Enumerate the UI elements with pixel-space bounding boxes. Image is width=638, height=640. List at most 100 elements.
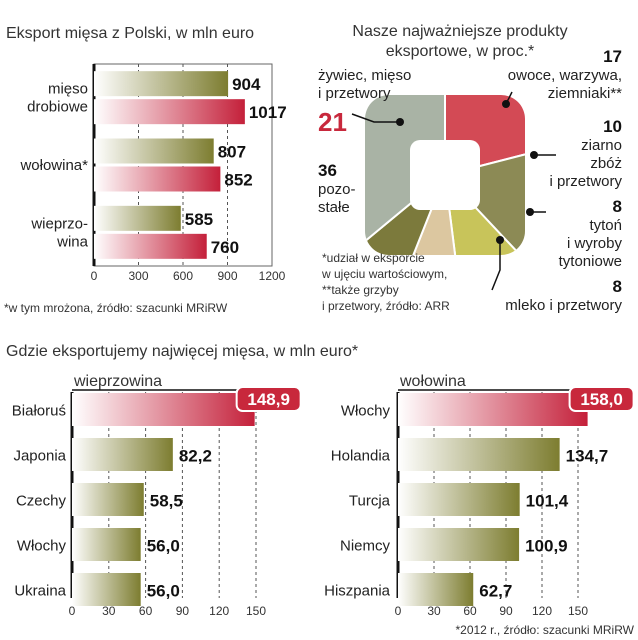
chart4-value-label: 101,4 [526, 492, 569, 511]
chart2-value-label: 8 [613, 197, 622, 216]
chart2-footnote: **także grzyby [322, 283, 399, 297]
chart1-bar [94, 99, 245, 125]
chart3-tick-label: 150 [246, 604, 266, 618]
chart2-slice-label: żywiec, mięso [318, 67, 411, 84]
chart1-category-label: drobiowe [27, 99, 88, 116]
chart4-bar [398, 393, 588, 426]
chart3-subtitle: wieprzowina [73, 373, 162, 390]
chart4-bar [398, 528, 520, 561]
chart1-value-label: 904 [232, 75, 261, 94]
chart4-category-label: Turcja [349, 493, 391, 510]
chart2-value-label: 36 [318, 161, 337, 180]
chart4-category-label: Niemcy [340, 538, 391, 555]
chart2-slice-label: pozo- [318, 181, 356, 198]
chart1-bar [94, 71, 229, 97]
chart4-tick-label: 90 [499, 604, 513, 618]
chart3-tick-label: 0 [69, 604, 76, 618]
chart4-tick-label: 30 [427, 604, 441, 618]
chart4-tick-label: 0 [395, 604, 402, 618]
chart3-value-label: 148,9 [247, 390, 290, 409]
chart1-tick-label: 300 [128, 269, 148, 283]
chart3-tick-label: 90 [176, 604, 190, 618]
chart1-title: Eksport mięsa z Polski, w mln euro [6, 25, 254, 42]
chart2-slice-label: mleko i przetwory [505, 297, 622, 314]
chart2-slice-label: i wyroby [567, 235, 623, 252]
chart2-slice-label: tytoń [589, 217, 622, 234]
chart2-slice-label: owoce, warzywa, [508, 67, 622, 84]
chart1-category-label: wołowina* [19, 157, 88, 174]
chart2-leader [491, 240, 501, 291]
chart2-value-label: 17 [603, 47, 622, 66]
chart2-leader-dot [530, 151, 538, 159]
chart2-slice-label: i przetwory [318, 85, 391, 102]
chart4-category-label: Holandia [331, 448, 391, 465]
chart1-bar [94, 205, 181, 231]
chart1-category-label: wina [56, 233, 89, 250]
chart3-value-label: 56,0 [147, 537, 180, 556]
chart4-footnote: *2012 r., źródło: szacunki MRiRW [455, 623, 634, 637]
chart2-slice-label: zbóż [590, 155, 622, 172]
chart2-value-label: 8 [613, 277, 622, 296]
chart2-footnote: w ujęciu wartościowym, [321, 267, 447, 281]
chart3-value-label: 58,5 [150, 492, 183, 511]
chart2-leader [351, 113, 400, 123]
chart3-bar [72, 483, 144, 516]
chart1-category-label: wieprzo- [30, 215, 88, 232]
chart1-tick-label: 600 [173, 269, 193, 283]
chart4-value-label: 62,7 [479, 582, 512, 601]
chart3-bar [72, 528, 141, 561]
chart4-bar [398, 483, 520, 516]
chart3-category-label: Czechy [16, 493, 67, 510]
chart4-value-badge [568, 386, 635, 412]
chart1-footnote: *w tym mrożona, źródło: szacunki MRiRW [4, 301, 228, 315]
chart3-value-badge [235, 386, 302, 412]
chart3-tick-label: 30 [102, 604, 116, 618]
chart1-value-label: 807 [218, 143, 246, 162]
chart2-slice-label: ziemniaki** [548, 85, 622, 102]
chart1-tick-label: 900 [217, 269, 237, 283]
chart2-footnote: *udział w eksporcie [322, 251, 425, 265]
chart4-bar [398, 438, 560, 471]
chart2-footnote: i przetwory, źródło: ARR [322, 299, 450, 313]
chart1-bar [94, 166, 221, 192]
chart1-tick-label: 1200 [259, 269, 286, 283]
chart2-value-label: 10 [603, 117, 622, 136]
chart1-value-label: 585 [185, 210, 213, 229]
chart2-leader-dot [396, 118, 404, 126]
chart3-category-label: Ukraina [14, 583, 66, 600]
chart3-title: Gdzie eksportujemy najwięcej mięsa, w ml… [6, 343, 358, 360]
chart3-tick-label: 120 [209, 604, 229, 618]
chart4-subtitle: wołowina [399, 373, 466, 390]
chart1-value-label: 760 [211, 238, 239, 257]
chart2-slice-label: ziarno [581, 137, 622, 154]
chart4-value-label: 100,9 [525, 537, 568, 556]
chart2-hole [410, 140, 480, 210]
chart2-leader-dot [502, 100, 510, 108]
chart2-slice [365, 95, 446, 255]
chart1-tick-label: 0 [91, 269, 98, 283]
chart4-bar [398, 573, 474, 606]
chart2-leader-dot [496, 236, 504, 244]
chart4-tick-label: 120 [532, 604, 552, 618]
chart1-bar [94, 138, 214, 164]
chart4-tick-label: 150 [568, 604, 588, 618]
chart3-bar [72, 438, 173, 471]
chart2-slice-label: tytoniowe [559, 253, 622, 270]
chart3-value-label: 82,2 [179, 447, 212, 466]
chart4-category-label: Hiszpania [324, 583, 391, 600]
chart2-value-label: 21 [318, 107, 347, 137]
chart1-value-label: 1017 [249, 103, 287, 122]
chart1-category-label: mięso [48, 81, 88, 98]
chart2-title: Nasze najważniejsze produkty [352, 23, 567, 40]
chart3-bar [72, 573, 141, 606]
chart4-category-label: Włochy [341, 403, 391, 420]
chart2-slice [444, 95, 525, 177]
chart3-category-label: Białoruś [12, 403, 66, 420]
chart4-value-label: 134,7 [566, 447, 609, 466]
chart2-leader-dot [526, 208, 534, 216]
chart3-tick-label: 60 [139, 604, 153, 618]
chart1-value-label: 852 [224, 171, 252, 190]
chart2-slice-label: stałe [318, 199, 350, 216]
chart4-tick-label: 60 [463, 604, 477, 618]
